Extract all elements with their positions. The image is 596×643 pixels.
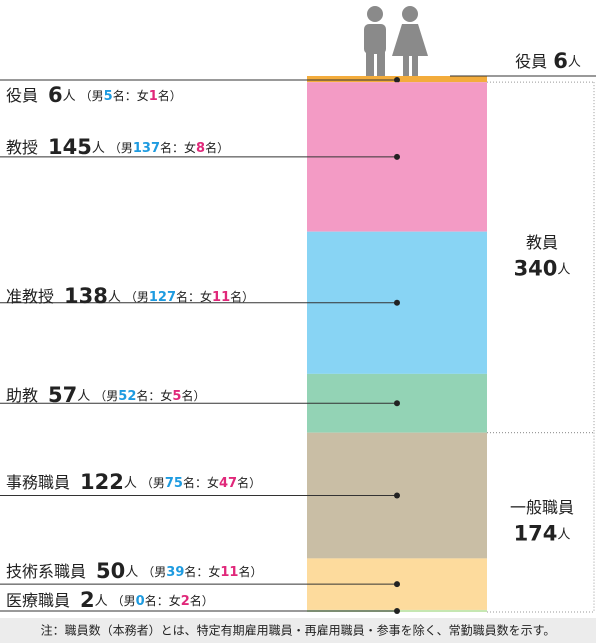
leader-dot: [394, 400, 400, 407]
segment-label: 医療職員 2人 （男0名：女2名）: [6, 588, 214, 612]
male-count: 39: [166, 565, 184, 580]
male-count: 52: [118, 389, 136, 404]
segment-label: 准教授 138人 （男127名：女11名）: [6, 284, 254, 308]
unit: 人: [125, 565, 138, 580]
segment-value: 6: [48, 83, 63, 107]
group-name: 一般職員: [510, 498, 574, 517]
male-prefix: （男: [141, 476, 165, 490]
segment-label: 役員 6人 （男5名：女1名）: [6, 83, 182, 107]
segment-value: 2: [80, 588, 95, 612]
segment-name: 助教: [6, 386, 38, 405]
exec-label: 役員 6人: [515, 49, 581, 73]
segment-label: 助教 57人 （男52名：女5名）: [6, 383, 205, 407]
unit: 人: [63, 89, 76, 104]
male-count: 0: [136, 594, 145, 609]
male-prefix: （男: [94, 389, 118, 403]
male-prefix: （男: [80, 89, 104, 103]
unit: 人: [92, 141, 105, 156]
note-band: [0, 618, 596, 643]
leader-dot: [394, 77, 400, 83]
leader-dot: [394, 299, 400, 306]
unit: 人: [557, 527, 570, 542]
group-total: 174人: [514, 521, 571, 545]
exec-value: 6: [553, 49, 568, 73]
unit: 人: [124, 476, 137, 491]
female-prefix: 名：女: [113, 88, 149, 103]
suffix: 名）: [238, 564, 262, 579]
female-prefix: 名：女: [160, 140, 196, 155]
male-count: 5: [104, 89, 113, 104]
suffix: 名）: [205, 140, 229, 155]
segment-name: 役員: [6, 86, 38, 105]
unit: 人: [108, 290, 121, 305]
male-prefix: （男: [109, 141, 133, 155]
leader-dot: [394, 581, 400, 588]
exec-name: 役員: [515, 52, 547, 71]
segment-value: 50: [96, 559, 125, 583]
unit: 人: [95, 594, 108, 609]
female-count: 2: [181, 594, 190, 609]
female-count: 47: [219, 476, 237, 491]
segment-name: 医療職員: [6, 591, 70, 610]
male-count: 137: [133, 141, 160, 156]
segment-value: 145: [48, 135, 92, 159]
group-name: 教員: [526, 233, 558, 252]
male-prefix: （男: [112, 594, 136, 608]
segment-value: 138: [64, 284, 108, 308]
suffix: 名）: [230, 289, 254, 304]
segment-name: 准教授: [6, 287, 54, 306]
unit: 人: [568, 55, 581, 70]
unit: 人: [77, 389, 90, 404]
male-count: 127: [149, 290, 176, 305]
segment-name: 教授: [6, 138, 38, 157]
suffix: 名）: [190, 593, 214, 608]
female-prefix: 名：女: [145, 593, 181, 608]
male-count: 75: [165, 476, 183, 491]
segment-label: 教授 145人 （男137名：女8名）: [6, 135, 229, 159]
male-prefix: （男: [125, 290, 149, 304]
female-count: 11: [220, 565, 238, 580]
female-prefix: 名：女: [184, 564, 220, 579]
suffix: 名）: [237, 475, 261, 490]
segment-name: 技術系職員: [6, 562, 86, 581]
female-count: 8: [196, 141, 205, 156]
male-prefix: （男: [142, 565, 166, 579]
segment-label: 技術系職員 50人 （男39名：女11名）: [6, 559, 263, 583]
group-value: 340: [514, 256, 558, 280]
group-value: 174: [514, 521, 558, 545]
segment-value: 57: [48, 383, 77, 407]
female-prefix: 名：女: [136, 388, 172, 403]
female-count: 1: [149, 89, 158, 104]
leader-dot: [394, 492, 400, 499]
group-total: 340人: [514, 256, 571, 280]
segment-value: 122: [80, 470, 124, 494]
people-icon: [364, 6, 428, 80]
female-prefix: 名：女: [183, 475, 219, 490]
female-count: 5: [172, 389, 181, 404]
leader-dot: [394, 607, 400, 614]
suffix: 名）: [158, 88, 182, 103]
segment-label: 事務職員 122人 （男75名：女47名）: [6, 470, 261, 494]
female-count: 11: [212, 290, 230, 305]
leader-dot: [394, 153, 400, 160]
note: 注：職員数（本務者）とは、特定有期雇用職員・再雇用職員・参事を除く、常勤職員数を…: [41, 623, 556, 638]
female-prefix: 名：女: [176, 289, 212, 304]
suffix: 名）: [181, 388, 205, 403]
segment-name: 事務職員: [6, 473, 70, 492]
unit: 人: [557, 262, 570, 277]
